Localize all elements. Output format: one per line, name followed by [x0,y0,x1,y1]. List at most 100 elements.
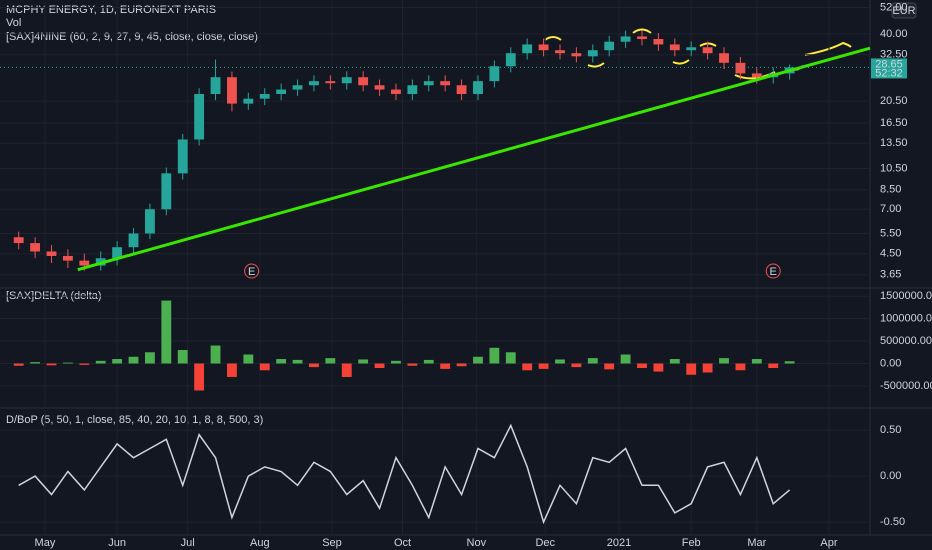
candle-body [620,36,631,42]
candle-body [686,47,697,51]
x-tick-label: Aug [250,537,270,549]
bar [587,358,598,364]
bar [95,360,106,364]
candle-body [423,81,434,86]
bar [522,363,533,371]
y-tick-label: 1000000.00 [880,312,932,324]
candle-body [522,44,533,54]
candle-body [571,53,582,57]
x-tick-label: 2021 [607,537,631,549]
candle-body [325,81,336,84]
bar [309,363,319,368]
bar [128,356,139,364]
y-tick-label: 1500000.00 [880,290,932,302]
x-tick-label: Jul [181,537,195,549]
bar [489,347,500,364]
bar [325,358,336,364]
bar [243,354,254,364]
candle-body [456,85,467,95]
candle-body [669,44,680,51]
y-tick-label: 16.50 [880,117,908,129]
x-tick-label: Mar [747,537,766,549]
bar [653,363,664,372]
countdown: 52:32 [875,67,903,79]
bar [112,359,123,364]
drawing [544,36,562,41]
candle-body [227,77,237,104]
bar [604,363,615,370]
bar [79,363,90,365]
x-tick-label: Sep [322,537,342,549]
x-tick-label: Jun [108,537,126,549]
y-tick-label: 52.00 [880,1,908,13]
bar [719,358,729,364]
y-tick-label: 3.65 [880,269,901,281]
event-marker [244,263,260,279]
y-tick-label: 5.50 [880,227,901,239]
x-tick-label: Dec [535,537,555,549]
candle-body [473,81,483,95]
bar [46,363,57,366]
bar [227,363,237,377]
bar [145,352,155,364]
y-tick-label: 0.00 [880,357,901,369]
bar [374,363,385,368]
bar [358,359,369,364]
bar [276,359,287,364]
bar [686,363,697,375]
trendline [77,46,871,272]
bar [669,359,680,364]
event-label: E [248,266,255,278]
candle-body [30,243,41,252]
y-tick-label: 0.50 [880,424,901,436]
bar [292,359,303,364]
candle-body [374,85,385,90]
y-tick-label: -0.50 [880,516,905,528]
y-tick-label: 500000.00 [880,335,932,347]
panel-title: D/BoP (5, 50, 1, close, 85, 40, 20, 10, … [6,414,263,426]
candle-body [555,50,565,54]
drawing [804,41,852,56]
candle-body [341,77,352,84]
bar [194,363,205,391]
bar [555,359,565,364]
candle-body [128,233,139,248]
candle-body [505,53,516,67]
bar [637,363,647,368]
y-tick-label: 0.00 [880,470,901,482]
bar [210,345,221,364]
x-tick-label: Oct [394,537,411,549]
candle-body [309,81,319,86]
y-tick-label: 4.50 [880,248,901,260]
bar [702,363,713,373]
candle-body [177,139,188,174]
bar [784,361,795,364]
bar [735,363,746,371]
candle-body [407,85,418,95]
bar [456,363,467,367]
currency[interactable]: EUR [892,5,915,17]
candle-body [358,77,369,86]
volume-label: Vol [6,17,21,29]
y-tick-label: 13.50 [880,137,908,149]
drawing [587,62,605,68]
bar [440,363,451,369]
candle-body [719,53,729,63]
y-tick-label: 7.00 [880,203,901,215]
bar [341,363,352,377]
candle-body [210,77,221,95]
currency-box[interactable] [891,2,917,19]
candle-body [751,73,762,78]
candle-body [587,50,598,57]
bar [571,363,582,368]
y-tick-label: 10.50 [880,162,908,174]
candle-body [637,36,647,40]
bar [62,362,73,364]
bar [161,300,172,364]
candle-body [161,173,172,210]
candle-body [112,247,123,259]
bop-line [18,423,791,525]
candle-body [13,237,24,244]
indicator-label: [SAX]4NINE (60, 2, 9, 27, 9, 45, close, … [6,31,258,43]
